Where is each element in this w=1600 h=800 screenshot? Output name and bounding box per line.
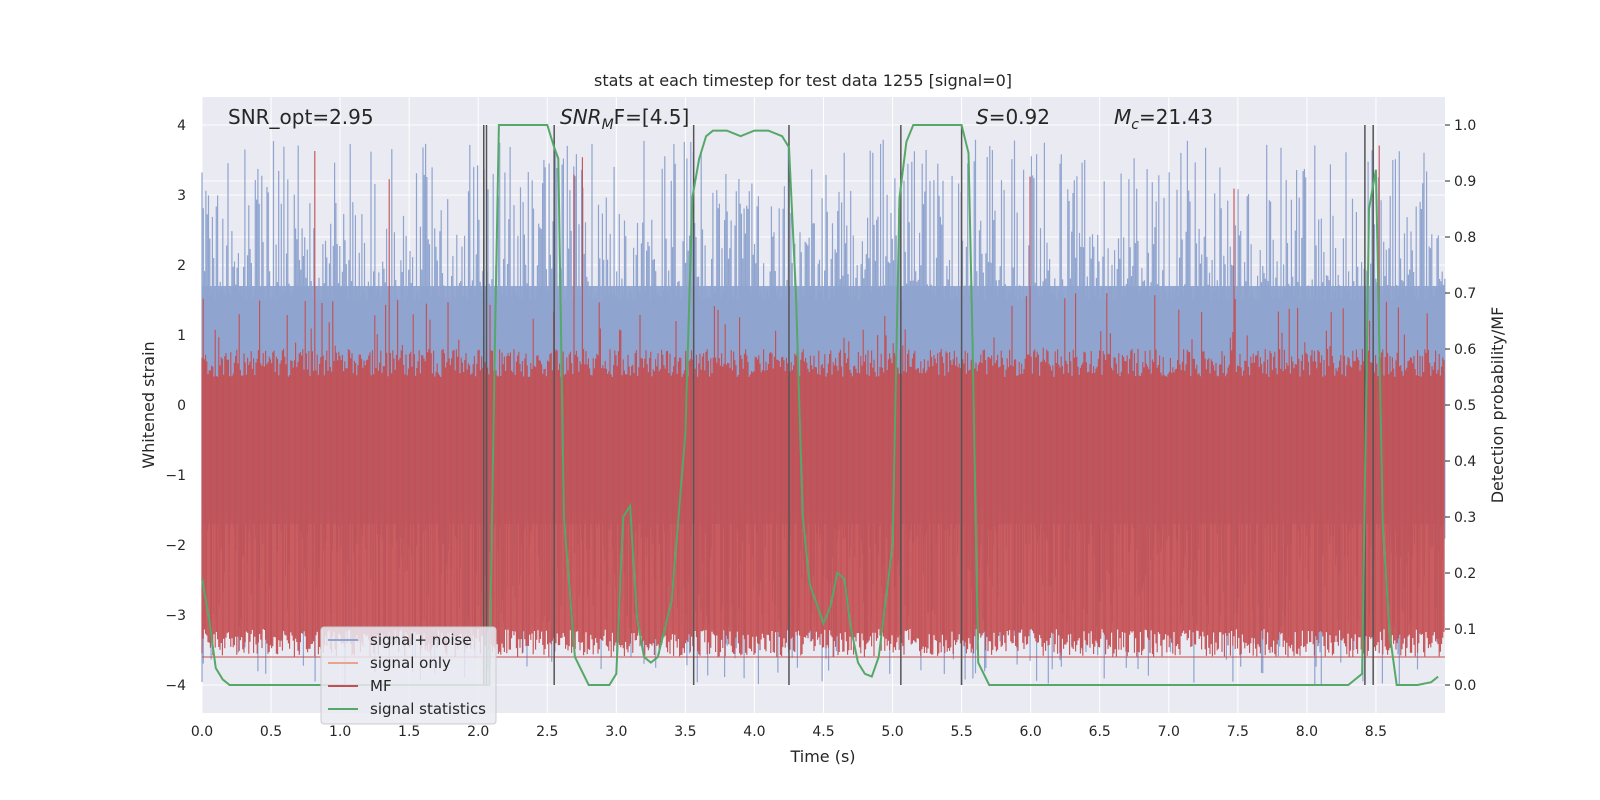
- signal-statistics-line: [201, 124, 1439, 686]
- y-tick-label: −1: [165, 468, 186, 484]
- x-tick-label: 5.0: [881, 724, 903, 740]
- y2-tick-label: 0.7: [1454, 286, 1476, 302]
- y-tick-label: 4: [177, 118, 186, 134]
- vertical-markers: [482, 125, 1374, 685]
- mf-band: [201, 145, 1445, 657]
- y2-tick-label: 0.6: [1454, 342, 1476, 358]
- legend: signal+ noise signal only MF signal stat…: [320, 626, 497, 725]
- x-tick-label: 4.0: [743, 724, 765, 740]
- legend-box: [320, 626, 497, 725]
- y2-tick-label: 1.0: [1454, 118, 1476, 134]
- x-tick-label: 7.0: [1158, 724, 1180, 740]
- x-tick-label: 2.5: [536, 724, 558, 740]
- legend-entry-signal-noise: signal+ noise: [370, 631, 472, 649]
- y-tick-label: 0: [177, 398, 186, 414]
- y-axis-label: Whitened strain: [139, 341, 158, 468]
- x-tick-label: 3.0: [605, 724, 627, 740]
- x-axis-label: Time (s): [789, 747, 855, 766]
- x-tick-label: 6.5: [1089, 724, 1111, 740]
- x-tick-label: 6.0: [1020, 724, 1042, 740]
- y-tick-label: −2: [165, 538, 186, 554]
- x-tick-label: 7.5: [1227, 724, 1249, 740]
- y-tick-label: −4: [165, 678, 186, 694]
- x-axis-ticks: 0.0 0.5 1.0 1.5 2.0 2.5 3.0 3.5 4.0 4.5 5.0 5.5 6.0 6…: [191, 724, 1387, 740]
- legend-entry-signal-only: signal only: [370, 654, 451, 672]
- y2-axis-label: Detection probability/MF: [1488, 307, 1507, 504]
- y2-tick-label: 0.8: [1454, 230, 1476, 246]
- y2-tick-label: 0.2: [1454, 566, 1476, 582]
- x-tick-label: 1.5: [398, 724, 420, 740]
- y2-tick-label: 0.4: [1454, 454, 1476, 470]
- annotation-snr-opt: SNR_opt=2.95: [228, 105, 374, 129]
- y-tick-label: 3: [177, 188, 186, 204]
- x-tick-label: 1.0: [329, 724, 351, 740]
- x-tick-label: 4.5: [812, 724, 834, 740]
- x-tick-label: 3.5: [674, 724, 696, 740]
- x-tick-label: 8.0: [1296, 724, 1318, 740]
- x-tick-label: 2.0: [467, 724, 489, 740]
- legend-entry-mf: MF: [370, 677, 392, 695]
- x-tick-label: 5.5: [950, 724, 972, 740]
- annotation-snr-mf: SNRMF=[4.5]: [560, 105, 689, 133]
- y2-tick-label: 0.9: [1454, 174, 1476, 190]
- y2-axis-ticks: 1.0 0.9 0.8 0.7 0.6 0.5 0.4 0.3 0.2 0.1 0.0: [1445, 118, 1476, 694]
- x-tick-label: 8.5: [1365, 724, 1387, 740]
- legend-entry-signal-statistics: signal statistics: [370, 700, 486, 718]
- y2-tick-label: 0.0: [1454, 678, 1476, 694]
- annotation-s: S=0.92: [976, 105, 1050, 129]
- y2-tick-label: 0.1: [1454, 622, 1476, 638]
- y-tick-label: 2: [177, 258, 186, 274]
- signal-statistics-series: [201, 124, 1439, 686]
- x-tick-label: 0.5: [260, 724, 282, 740]
- chart-title: stats at each timestep for test data 125…: [594, 71, 1012, 90]
- y2-tick-label: 0.5: [1454, 398, 1476, 414]
- y-tick-label: 1: [177, 328, 186, 344]
- y2-tick-label: 0.3: [1454, 510, 1476, 526]
- x-tick-label: 0.0: [191, 724, 213, 740]
- y-axis-ticks: 4 3 2 1 0 −1 −2 −3 −4: [165, 118, 186, 694]
- y-tick-label: −3: [165, 608, 186, 624]
- annotation-mc: Mc=21.43: [1114, 105, 1213, 133]
